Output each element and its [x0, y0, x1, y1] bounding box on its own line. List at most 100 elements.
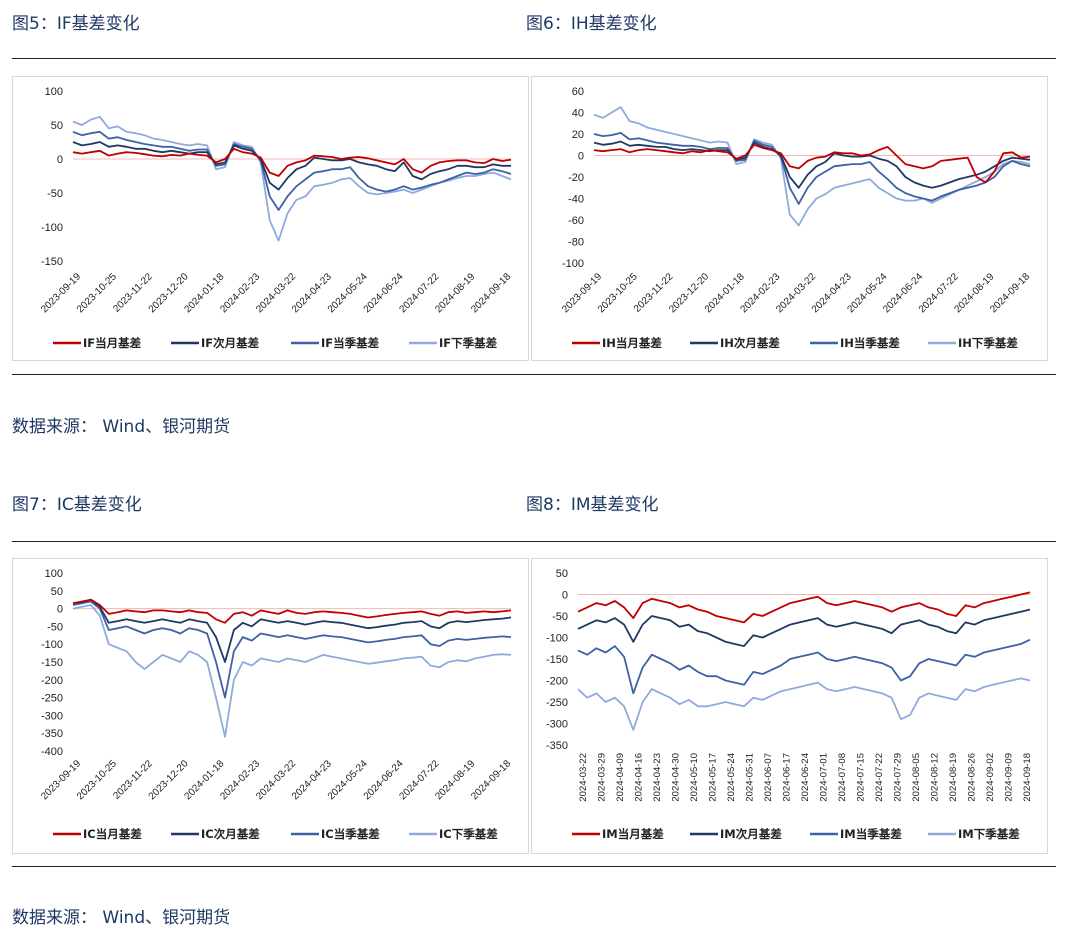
series-line [72, 141, 511, 191]
x-tick-label: 2024-08-05 [911, 753, 922, 802]
legend-label: IF下季基差 [439, 336, 498, 350]
y-tick-label: -50 [552, 611, 568, 623]
series-line [72, 130, 512, 211]
y-tick-label: -50 [47, 621, 63, 633]
chart-panel-im: 50 0 -50 -100 -150 -200 -250 -300 -350 2024-03-22… [531, 558, 1048, 854]
x-tick-label: 2024-03-22 [578, 753, 589, 802]
x-tick-label: 2024-05-24 [726, 753, 737, 802]
y-tick-label: -60 [568, 215, 584, 227]
y-tick-label: 0 [578, 151, 584, 163]
x-tick-label: 2024-07-15 [856, 753, 867, 802]
y-tick-label: 60 [572, 86, 584, 98]
x-tick-label: 2024-07-29 [893, 753, 904, 802]
series-line [593, 140, 1031, 189]
series-line [72, 600, 512, 699]
chart-panel-ih: 60 40 20 0 -20 -40 -60 -80 -100 2023-09-19 2023-10… [531, 76, 1048, 361]
x-tick-label: 2024-09-02 [985, 753, 996, 802]
x-tick-label: 2024-08-19 [948, 753, 959, 802]
top-rule-1 [12, 58, 1056, 59]
y-tick-label: -40 [568, 194, 584, 206]
legend-label: IH当季基差 [840, 336, 900, 350]
y-tick-label: -150 [546, 654, 568, 666]
chart-panel-if: 100 50 0 -50 -100 -150 2023-09-19 2023-10-25 202… [12, 76, 529, 361]
x-tick-label: 2024-05-10 [689, 753, 700, 802]
x-tick-label: 2024-04-23 [652, 753, 663, 802]
legend-label: IF次月基差 [201, 336, 260, 350]
figure-6-caption: 图6：IH基差变化 [526, 14, 657, 34]
y-tick-label: -80 [568, 237, 584, 249]
y-tick-label: -250 [546, 697, 568, 709]
legend-label: IC当月基差 [83, 827, 142, 841]
y-tick-label: 50 [51, 586, 63, 598]
x-tick-label: 2024-07-22 [874, 753, 885, 802]
series-line [72, 115, 512, 242]
x-tick-label: 2024-08-12 [930, 753, 941, 802]
x-tick-label: 2024-09-09 [1004, 753, 1015, 802]
figure-8-caption: 图8：IM基差变化 [526, 495, 659, 515]
chart-im-basis: 50 0 -50 -100 -150 -200 -250 -300 -350 2024-03-22… [546, 568, 1033, 841]
bottom-rule-1 [12, 374, 1056, 375]
series-line [72, 598, 512, 624]
series-line [593, 106, 1031, 227]
y-tick-label: -150 [41, 657, 63, 669]
x-tick-label: 2024-06-07 [763, 753, 774, 802]
y-tick-label: 0 [57, 154, 63, 166]
y-tick-label: -100 [562, 258, 584, 270]
series-line [577, 608, 1031, 647]
legend-label: IC当季基差 [321, 827, 380, 841]
y-tick-label: 0 [57, 604, 63, 616]
x-tick-label: 2024-04-16 [634, 753, 645, 802]
y-tick-label: -200 [546, 676, 568, 688]
y-tick-label: -150 [41, 256, 63, 268]
chart-ih-basis: 6040200-20-40-60-80-1002023-09-192023-10… [560, 86, 1032, 350]
x-tick-label: 2024-06-24 [800, 753, 811, 802]
y-tick-label: 100 [45, 568, 63, 580]
series-line [577, 591, 1031, 624]
y-tick-label: -300 [41, 710, 63, 722]
chart-panel-ic: 100 50 0 -50 -100 -150 -200 -250 -300 -350 -400 202… [12, 558, 529, 854]
y-tick-label: -300 [546, 719, 568, 731]
chart-ic-basis: 100500-50-100-150-200-250-300-350-400202… [39, 568, 513, 841]
y-tick-label: 0 [562, 590, 568, 602]
series-line [593, 143, 1031, 184]
y-tick-label: -350 [546, 740, 568, 752]
y-tick-label: -400 [41, 746, 63, 758]
legend-label: IM次月基差 [720, 827, 782, 841]
y-tick-label: -250 [41, 693, 63, 705]
y-tick-label: -100 [546, 633, 568, 645]
series-line [577, 638, 1031, 695]
figure-7-caption: 图7：IC基差变化 [12, 495, 142, 515]
x-tick-label: 2024-05-31 [745, 753, 756, 802]
y-tick-label: -200 [41, 675, 63, 687]
bottom-rule-2 [12, 866, 1056, 867]
data-source-1: 数据来源： Wind、银河期货 [12, 417, 231, 437]
x-tick-label: 2024-04-30 [671, 753, 682, 802]
y-tick-label: 40 [572, 108, 584, 120]
legend-label: IH次月基差 [720, 336, 780, 350]
y-tick-label: 50 [556, 568, 568, 580]
x-tick-label: 2024-07-08 [837, 753, 848, 802]
x-tick-label: 2024-04-09 [615, 753, 626, 802]
series-line [72, 147, 512, 177]
top-rule-2 [12, 541, 1056, 542]
legend-label: IF当月基差 [83, 336, 142, 350]
y-tick-label: -50 [47, 188, 63, 200]
legend-label: IC下季基差 [439, 827, 498, 841]
y-tick-label: 50 [51, 120, 63, 132]
legend-label: IM当月基差 [602, 827, 664, 841]
x-tick-label: 2024-05-17 [708, 753, 719, 802]
legend-label: IM当季基差 [840, 827, 902, 841]
series-line [593, 132, 1031, 205]
x-tick-label: 2024-07-01 [819, 753, 830, 802]
y-tick-label: -20 [568, 172, 584, 184]
legend-label: IH当月基差 [602, 336, 662, 350]
figure-5-caption: 图5：IF基差变化 [12, 14, 140, 34]
legend-label: IH下季基差 [958, 336, 1018, 350]
x-tick-label: 2024-08-26 [967, 753, 978, 802]
y-tick-label: -350 [41, 728, 63, 740]
x-tick-label: 2024-03-29 [597, 753, 608, 802]
legend-label: IM下季基差 [958, 827, 1020, 841]
x-tick-label: 2024-09-18 [1022, 753, 1033, 802]
series-line [72, 598, 512, 663]
x-tick-label: 2024-06-17 [782, 753, 793, 802]
